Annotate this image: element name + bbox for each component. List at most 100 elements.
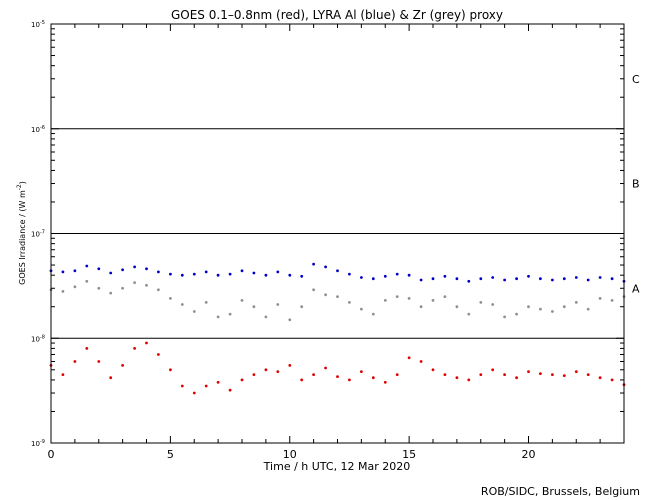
data-point	[288, 318, 292, 322]
data-point	[574, 301, 578, 304]
data-point	[395, 295, 399, 298]
data-point	[240, 299, 244, 302]
data-point	[288, 364, 292, 367]
data-point	[539, 277, 542, 281]
data-point	[431, 299, 435, 302]
data-point	[467, 279, 471, 283]
data-point	[145, 341, 148, 345]
data-point	[240, 378, 244, 382]
data-point	[204, 384, 208, 388]
data-point	[348, 272, 351, 276]
data-point	[61, 290, 65, 293]
data-point	[157, 353, 160, 356]
data-point	[121, 364, 124, 367]
data-point	[336, 375, 339, 378]
data-point	[312, 373, 315, 376]
data-point	[336, 269, 339, 273]
data-point	[324, 366, 327, 370]
data-point	[586, 373, 590, 376]
data-point	[395, 373, 399, 376]
y-tick-label: 10-7	[31, 230, 45, 239]
data-point	[312, 262, 315, 266]
y-axis-label-close: )	[18, 181, 27, 184]
data-point	[598, 297, 602, 300]
data-point	[61, 373, 65, 376]
y-axis-label-text: GOES Irradiance / (W m	[18, 190, 27, 285]
data-point	[240, 269, 244, 273]
data-point	[407, 297, 411, 300]
data-point	[169, 297, 172, 300]
data-point	[73, 269, 77, 273]
data-point	[61, 270, 65, 274]
data-point	[539, 372, 542, 375]
y-tick-label: 10-9	[31, 439, 45, 448]
data-point	[312, 288, 315, 292]
flare-class-label: B	[632, 178, 640, 191]
y-tick-label: 10-5	[31, 20, 45, 29]
data-point	[300, 378, 304, 382]
data-point	[383, 274, 387, 278]
data-point	[491, 276, 495, 279]
data-point	[467, 378, 471, 382]
data-point	[288, 273, 292, 277]
data-point	[252, 373, 256, 376]
data-point	[598, 276, 602, 279]
data-point	[431, 368, 435, 372]
data-points	[49, 262, 626, 395]
data-point	[443, 373, 447, 376]
data-point	[109, 271, 113, 275]
y-tick-label: 10-6	[31, 125, 45, 134]
data-point	[383, 299, 387, 302]
data-point	[204, 301, 208, 304]
data-point	[228, 272, 232, 276]
data-point	[216, 315, 220, 319]
data-point	[515, 277, 518, 281]
data-point	[348, 378, 351, 382]
data-point	[264, 273, 268, 277]
data-point	[503, 278, 506, 282]
data-point	[586, 307, 590, 311]
data-point	[491, 368, 495, 372]
data-point	[598, 376, 602, 380]
data-point	[515, 376, 518, 380]
y-axis-ticks: 10-9 10-8 10-7 10-6 10-5	[31, 20, 624, 448]
data-point	[371, 312, 375, 316]
x-axis-label: Time / h UTC, 12 Mar 2020	[263, 460, 411, 473]
data-point	[407, 273, 411, 277]
data-point	[360, 307, 363, 311]
data-point	[455, 376, 459, 380]
data-point	[479, 301, 483, 304]
y-tick-label: 10-8	[31, 334, 45, 343]
data-point	[204, 270, 208, 274]
data-point	[562, 374, 566, 377]
data-point	[264, 315, 268, 319]
data-point	[264, 368, 268, 372]
data-point	[431, 277, 435, 281]
data-point	[133, 347, 137, 350]
data-point	[539, 307, 542, 311]
data-point	[180, 273, 184, 277]
flare-class-lines	[51, 128, 624, 339]
data-point	[419, 360, 423, 363]
data-point	[551, 373, 554, 376]
data-point	[157, 288, 160, 292]
data-point	[300, 305, 304, 309]
data-point	[407, 356, 411, 360]
data-point	[562, 277, 566, 281]
data-point	[192, 391, 196, 395]
data-point	[228, 388, 232, 392]
x-tick-label: 0	[48, 448, 55, 461]
data-point	[276, 270, 280, 274]
data-point	[85, 264, 89, 268]
x-tick-label: 5	[167, 448, 174, 461]
data-point	[85, 347, 89, 350]
data-point	[371, 277, 375, 281]
data-point	[73, 360, 77, 363]
x-axis-ticks: 0 5 10 15 20	[48, 24, 625, 461]
data-point	[360, 370, 363, 373]
data-point	[610, 378, 614, 382]
flare-class-labels: A B C	[632, 73, 640, 296]
data-point	[371, 376, 375, 380]
